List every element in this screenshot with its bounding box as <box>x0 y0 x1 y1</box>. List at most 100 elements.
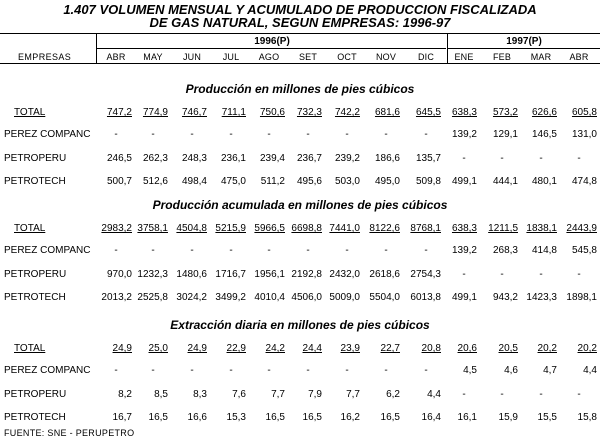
table-cell: 3024,2 <box>176 292 207 303</box>
table-cell: 545,8 <box>571 245 597 256</box>
table-row: PETROPERU 970,0 1232,3 1480,6 1716,7 1956,1 21… <box>0 269 600 283</box>
table-cell: 15,5 <box>537 412 557 423</box>
table-cell: 4,5 <box>463 365 477 376</box>
table-cell: - <box>577 269 581 280</box>
table-cell: 503,0 <box>334 176 360 187</box>
table-cell: 6013,8 <box>410 292 441 303</box>
table-cell: 24,4 <box>302 343 322 354</box>
table-cell: 1956,1 <box>254 269 285 280</box>
table-cell: 4,4 <box>583 365 597 376</box>
table-cell: 186,6 <box>374 153 400 164</box>
table-cell: 6698,8 <box>291 223 322 234</box>
table-row: PEREZ COMPANC - - - - - - - - - 139,2 268,3 414,8 545… <box>0 245 600 259</box>
month-header: ABR <box>106 52 126 62</box>
table-cell: - <box>424 245 428 256</box>
table-cell: 236,7 <box>296 153 322 164</box>
table-cell: 414,8 <box>531 245 557 256</box>
table-cell: 4504,8 <box>176 223 207 234</box>
year-1997-header: 1997(P) <box>506 36 542 47</box>
table-cell: - <box>345 365 349 376</box>
year-rule-1996 <box>97 48 446 49</box>
table-cell: - <box>151 365 155 376</box>
table-cell: - <box>500 269 504 280</box>
table-cell: - <box>267 129 271 140</box>
table-cell: - <box>384 245 388 256</box>
table-cell: 131,0 <box>571 129 597 140</box>
row-label: TOTAL <box>14 343 46 354</box>
table-cell: 268,3 <box>492 245 518 256</box>
table-cell: 135,7 <box>415 153 441 164</box>
table-cell: - <box>424 129 428 140</box>
table-cell: - <box>462 153 466 164</box>
table-cell: 2443,9 <box>566 223 597 234</box>
source-note: FUENTE: SNE - PERUPETRO <box>4 428 135 438</box>
table-row: PETROTECH 16,7 16,5 16,6 15,3 16,5 16,5 16,2 16,… <box>0 412 600 426</box>
row-label: PEREZ COMPANC <box>4 245 91 256</box>
table-cell: 7441,0 <box>329 223 360 234</box>
month-header: MAR <box>530 52 552 62</box>
table-cell: 5215,9 <box>215 223 246 234</box>
table-cell: 246,5 <box>106 153 132 164</box>
table-cell: - <box>577 389 581 400</box>
empresas-header: EMPRESAS <box>18 52 72 62</box>
table-cell: - <box>114 245 118 256</box>
table-cell: 4,6 <box>504 365 518 376</box>
month-header: JUL <box>222 52 240 62</box>
table-row: PETROTECH 2013,2 2525,8 3024,2 3499,2 4010,4 4… <box>0 292 600 306</box>
table-cell: 2192,8 <box>291 269 322 280</box>
table-cell: - <box>151 129 155 140</box>
table-cell: - <box>190 129 194 140</box>
month-header: FEB <box>492 52 512 62</box>
section-title: Producción en millones de pies cúbicos <box>185 82 415 96</box>
table-cell: 262,3 <box>142 153 168 164</box>
table-cell: 711,1 <box>221 107 246 118</box>
row-label: PETROTECH <box>4 292 66 303</box>
table-cell: 512,6 <box>142 176 168 187</box>
table-cell: 495,6 <box>296 176 322 187</box>
table-cell: 15,9 <box>498 412 518 423</box>
table-cell: - <box>267 365 271 376</box>
table-cell: 20,8 <box>421 343 441 354</box>
month-header: ABR <box>569 52 589 62</box>
table-cell: 2432,0 <box>329 269 360 280</box>
month-header: OCT <box>337 52 357 62</box>
table-cell: 500,7 <box>106 176 132 187</box>
table-cell: 8,3 <box>193 389 207 400</box>
table-cell: 626,6 <box>531 107 557 118</box>
table-cell: 20,6 <box>457 343 477 354</box>
table-row: TOTAL 2983,2 3758,1 4504,8 5215,9 5966,5 6698,… <box>0 223 600 237</box>
table-cell: 498,4 <box>181 176 207 187</box>
table-cell: - <box>114 365 118 376</box>
table-cell: 474,8 <box>571 176 597 187</box>
table-cell: 1838,1 <box>526 223 557 234</box>
table-cell: 499,1 <box>451 176 477 187</box>
month-header: AGO <box>258 52 280 62</box>
table-cell: 239,2 <box>334 153 360 164</box>
table-cell: - <box>229 365 233 376</box>
table-cell: 638,3 <box>451 107 477 118</box>
table-cell: - <box>539 153 543 164</box>
table-cell: 8768,1 <box>410 223 441 234</box>
table-cell: 239,4 <box>259 153 285 164</box>
table-cell: 16,5 <box>302 412 322 423</box>
table-cell: - <box>539 389 543 400</box>
row-label: PEREZ COMPANC <box>4 365 91 376</box>
table-cell: 1211,5 <box>488 223 518 234</box>
table-cell: 1898,1 <box>566 292 597 303</box>
table-cell: 681,6 <box>374 107 400 118</box>
table-cell: - <box>190 365 194 376</box>
table-cell: 2013,2 <box>101 292 132 303</box>
table-cell: 16,5 <box>265 412 285 423</box>
row-label: PETROPERU <box>4 153 67 164</box>
table-cell: 4506,0 <box>291 292 322 303</box>
table-cell: 5009,0 <box>329 292 360 303</box>
table-cell: 4,7 <box>543 365 557 376</box>
table-cell: 480,1 <box>531 176 557 187</box>
table-title-line-1: 1.407 VOLUMEN MENSUAL Y ACUMULADO DE PRO… <box>63 2 537 17</box>
divider-empresas <box>96 33 97 64</box>
table-cell: 7,7 <box>346 389 360 400</box>
table-cell: 1423,3 <box>526 292 557 303</box>
table-cell: 20,5 <box>498 343 518 354</box>
table-cell: 732,3 <box>296 107 322 118</box>
table-cell: 475,0 <box>220 176 246 187</box>
